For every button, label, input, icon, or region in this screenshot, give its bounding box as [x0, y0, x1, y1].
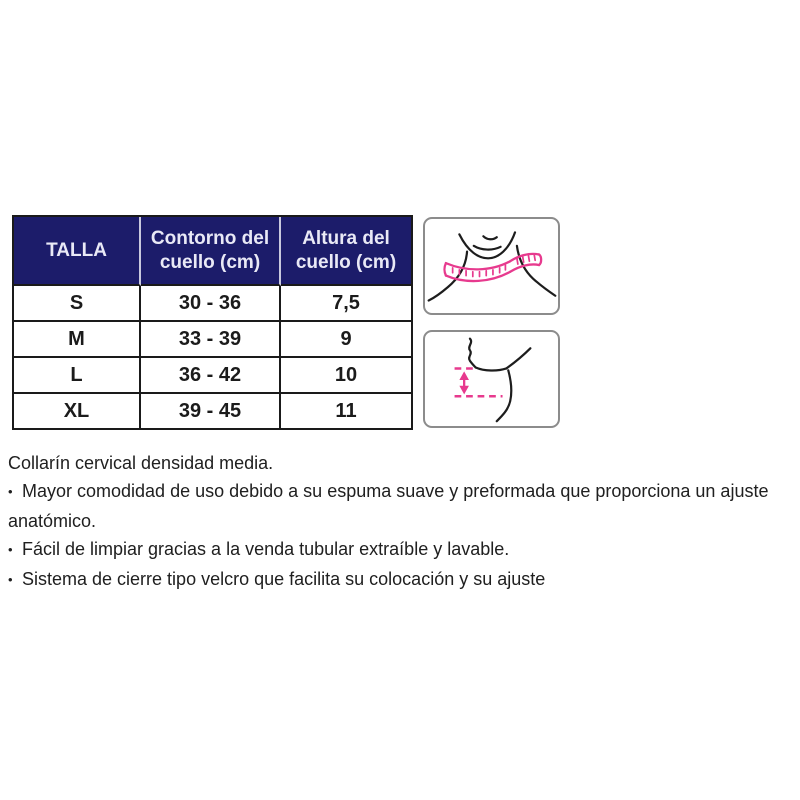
cell-contorno: 30 - 36 — [141, 286, 281, 322]
table-row-m: M 33 - 39 9 — [14, 322, 413, 358]
cell-altura: 11 — [281, 394, 413, 430]
cell-altura: 7,5 — [281, 286, 413, 322]
cell-talla: L — [14, 358, 141, 394]
description-bullet-comfort: • Mayor comodidad de uso debido a su espu… — [8, 477, 794, 535]
column-header-talla: TALLA — [14, 217, 141, 286]
column-header-contorno: Contorno del cuello (cm) — [141, 217, 281, 286]
bullet-marker: • — [8, 542, 13, 558]
size-table: TALLA Contorno del cuello (cm) Altura de… — [12, 215, 413, 430]
cell-talla: XL — [14, 394, 141, 430]
cell-contorno: 33 - 39 — [141, 322, 281, 358]
table-row-xl: XL 39 - 45 11 — [14, 394, 413, 430]
column-header-altura: Altura del cuello (cm) — [281, 217, 413, 286]
description-intro: Collarín cervical densidad media. — [8, 453, 274, 473]
neck-profile-height-arrow-icon — [454, 337, 532, 423]
cell-contorno: 36 - 42 — [141, 358, 281, 394]
size-table-header-row: TALLA Contorno del cuello (cm) Altura de… — [14, 217, 413, 286]
cell-altura: 9 — [281, 322, 413, 358]
cell-altura: 10 — [281, 358, 413, 394]
neck-circumference-illustration — [423, 217, 560, 315]
bullet-marker: • — [8, 571, 13, 587]
cell-contorno: 39 - 45 — [141, 394, 281, 430]
cell-talla: M — [14, 322, 141, 358]
description-bullet-cleaning: • Fácil de limpiar gracias a la venda tub… — [8, 535, 794, 564]
bullet-marker: • — [8, 484, 13, 500]
table-row-l: L 36 - 42 10 — [14, 358, 413, 394]
description-bullet-velcro: • Sistema de cierre tipo velcro que facil… — [8, 565, 794, 594]
neck-front-measuring-tape-icon — [427, 231, 557, 302]
product-description: Collarín cervical densidad media. • Mayor… — [8, 449, 794, 594]
table-row-s: S 30 - 36 7,5 — [14, 286, 413, 322]
bullet-text: Mayor comodidad de uso debido a su espum… — [8, 481, 769, 531]
bullet-text: Sistema de cierre tipo velcro que facili… — [22, 568, 546, 589]
bullet-text: Fácil de limpiar gracias a la venda tubu… — [22, 539, 510, 560]
neck-height-illustration — [423, 330, 560, 428]
cell-talla: S — [14, 286, 141, 322]
